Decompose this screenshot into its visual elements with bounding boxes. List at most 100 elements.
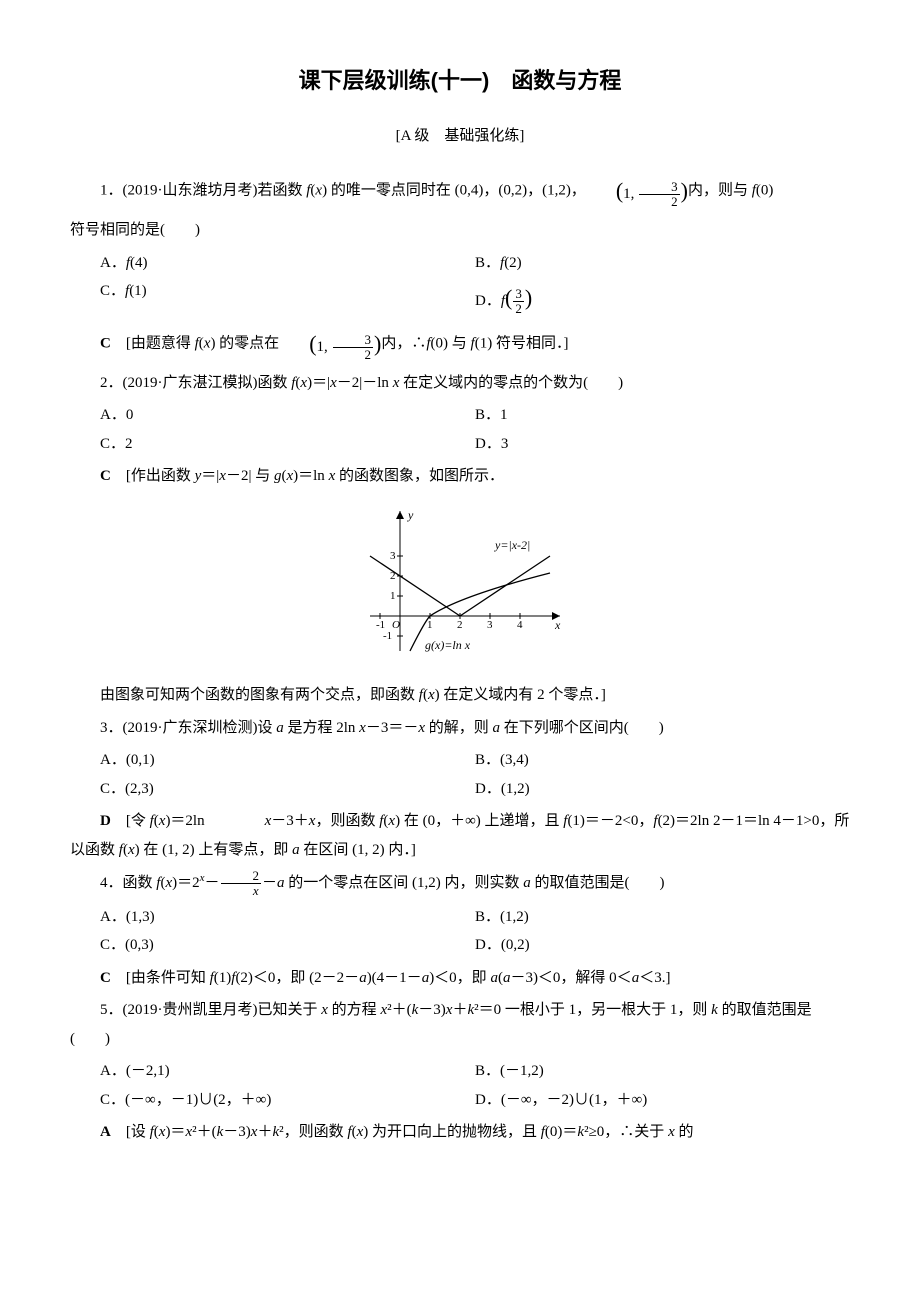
denominator: 2: [639, 195, 680, 209]
q2-stem: 2．(2019·广东湛江模拟)函数 f(x)＝|x－2|－ln x 在定义域内的…: [70, 369, 850, 398]
numerator: 3: [639, 180, 680, 195]
text: )＝ln: [293, 468, 328, 484]
text: －3): [418, 1002, 446, 1018]
q4-answer: C [由条件可知 f(1)f(2)＜0，即 (2－2－a)(4－1－a)＜0，即…: [70, 964, 850, 993]
var: x: [428, 687, 435, 703]
text: ²，则函数: [279, 1124, 347, 1140]
text: )＝2ln: [165, 813, 264, 829]
fraction: 32: [513, 287, 524, 317]
q2-solution-2: 由图象可知两个函数的图象有两个交点，即函数 f(x) 在定义域内有 2 个零点．…: [70, 681, 850, 710]
text: (0)＝: [545, 1124, 578, 1140]
option-b: B．(3,4): [475, 746, 850, 775]
text: －2| 与: [226, 468, 274, 484]
var: x: [330, 375, 337, 391]
text: 1．(2019·山东潍坊月考)若函数: [100, 183, 306, 199]
option-d: D．(1,2): [475, 775, 850, 804]
text: －: [205, 875, 220, 891]
text: )＝2: [172, 875, 200, 891]
q3-stem: 3．(2019·广东深圳检测)设 a 是方程 2ln x－3＝－x 的解，则 a…: [70, 714, 850, 743]
val: (4): [130, 255, 148, 271]
option-d: D．(－∞，－2)∪(1，＋∞): [475, 1086, 850, 1115]
paren-open: (: [309, 331, 316, 356]
text: (1) 符号相同．]: [475, 335, 569, 351]
text: [令: [111, 813, 150, 829]
tick: -1: [383, 630, 392, 642]
q1-options: A．f(4) B．f(2) C．f(1) D．f(32): [70, 249, 850, 319]
text: (1)＝－2<0，: [567, 813, 653, 829]
text: (0): [756, 183, 774, 199]
text: 3．(2019·广东深圳检测)设: [100, 720, 276, 736]
text: 是方程 2ln: [284, 720, 359, 736]
text: ＋: [452, 1002, 467, 1018]
text: 内，∴: [381, 335, 426, 351]
q3-options: A．(0,1) B．(3,4) C．(2,3) D．(1,2): [70, 746, 850, 803]
text: (0) 与: [431, 335, 471, 351]
text: [作出函数: [111, 468, 195, 484]
q5-answer: A [设 f(x)＝x²＋(k－3)x＋k²，则函数 f(x) 为开口向上的抛物…: [70, 1118, 850, 1147]
option-a: A．(－2,1): [100, 1057, 475, 1086]
option-c: C．f(1): [100, 277, 475, 319]
text: ²＋(: [192, 1124, 217, 1140]
text: ＋: [257, 1124, 272, 1140]
var: x: [668, 1124, 675, 1140]
text: (1): [214, 970, 232, 986]
answer-letter: D: [100, 813, 111, 829]
option-c: C．(－∞，－1)∪(2，＋∞): [100, 1086, 475, 1115]
var: x: [359, 720, 366, 736]
var: k: [711, 1002, 718, 1018]
q5-options: A．(－2,1) B．(－1,2) C．(－∞，－1)∪(2，＋∞) D．(－∞…: [70, 1057, 850, 1114]
text: ) 的零点在: [210, 335, 279, 351]
fraction: 32: [639, 180, 680, 210]
tick: 1: [390, 590, 396, 602]
text: ＜3.]: [639, 970, 670, 986]
option-b: B．(1,2): [475, 903, 850, 932]
answer-letter: A: [100, 1124, 111, 1140]
y-arrow-icon: [396, 511, 404, 519]
option-c: C．(2,3): [100, 775, 475, 804]
q5-stem: 5．(2019·贵州凯里月考)已知关于 x 的方程 x²＋(k－3)x＋k²＝0…: [70, 996, 850, 1053]
text: 4．函数: [100, 875, 156, 891]
option-c: C．2: [100, 430, 475, 459]
answer-letter: C: [100, 335, 111, 351]
tick: 2: [390, 570, 396, 582]
answer-letter: C: [100, 468, 111, 484]
y-label: y: [407, 508, 414, 522]
text: －2|－ln: [337, 375, 393, 391]
numerator: 2: [221, 869, 262, 884]
text: [由条件可知: [111, 970, 210, 986]
denominator: 2: [513, 302, 524, 316]
var: a: [359, 970, 367, 986]
text: 由图象可知两个函数的图象有两个交点，即函数: [100, 687, 419, 703]
option-c: C．(0,3): [100, 931, 475, 960]
level-subtitle: [A 级 基础强化练]: [70, 122, 850, 151]
label: B．: [475, 255, 500, 271]
text: 在区间 (1, 2) 内．]: [300, 842, 416, 858]
var: a: [292, 842, 300, 858]
text: 2．(2019·广东湛江模拟)函数: [100, 375, 291, 391]
label: D．: [475, 293, 501, 309]
text: [由题意得: [111, 335, 195, 351]
label: A．: [100, 255, 126, 271]
var: a: [276, 720, 284, 736]
text: 在定义域内的零点的个数为( ): [399, 375, 623, 391]
tick: 1: [427, 619, 433, 631]
text: )＝|: [307, 375, 330, 391]
option-a: A．(1,3): [100, 903, 475, 932]
text: －3): [223, 1124, 251, 1140]
numerator: 3: [333, 333, 374, 348]
option-d: D．(0,2): [475, 931, 850, 960]
interval: (1, 32): [586, 170, 688, 212]
text: )＜0，即: [429, 970, 490, 986]
text: ) 为开口向上的抛物线，且: [363, 1124, 541, 1140]
tick: 3: [487, 619, 493, 631]
text: (2)＜0，即 (2－2－: [235, 970, 359, 986]
paren: (: [505, 285, 512, 310]
x-label: x: [554, 618, 561, 632]
text: ²＋(: [387, 1002, 412, 1018]
text: 的函数图象，如图所示．: [335, 468, 504, 484]
option-b: B．f(2): [475, 249, 850, 278]
q1-stem: 1．(2019·山东潍坊月考)若函数 f(x) 的唯一零点同时在 (0,4)，(…: [70, 170, 850, 212]
var: x: [128, 842, 135, 858]
q2-options: A．0 B．1 C．2 D．3: [70, 401, 850, 458]
q4-options: A．(1,3) B．(1,2) C．(0,3) D．(0,2): [70, 903, 850, 960]
